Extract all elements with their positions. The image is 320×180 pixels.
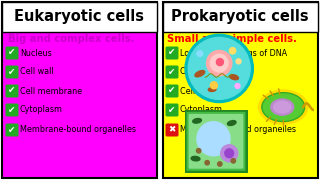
Bar: [163, 2, 318, 32]
Ellipse shape: [259, 90, 308, 124]
Ellipse shape: [197, 122, 230, 156]
Text: Prokaryotic cells: Prokaryotic cells: [171, 10, 309, 24]
Ellipse shape: [191, 156, 200, 161]
Ellipse shape: [262, 93, 305, 122]
Ellipse shape: [193, 118, 202, 123]
FancyBboxPatch shape: [165, 123, 179, 136]
Text: Membrane-bound organelles: Membrane-bound organelles: [20, 125, 136, 134]
Text: Cytoplasm: Cytoplasm: [20, 105, 63, 114]
Text: ✔: ✔: [8, 105, 16, 114]
Text: Small and simple cells.: Small and simple cells.: [167, 34, 297, 44]
Circle shape: [225, 149, 234, 158]
Ellipse shape: [229, 75, 238, 80]
Text: Cell membrane: Cell membrane: [20, 87, 82, 96]
Text: Cell membrane: Cell membrane: [180, 87, 242, 96]
Circle shape: [231, 159, 236, 163]
Text: ✔: ✔: [8, 87, 16, 96]
FancyBboxPatch shape: [5, 84, 19, 98]
Circle shape: [186, 35, 253, 102]
Text: ✔: ✔: [168, 105, 176, 114]
Text: ✔: ✔: [168, 87, 176, 96]
Circle shape: [216, 58, 223, 66]
Circle shape: [205, 161, 209, 165]
FancyBboxPatch shape: [5, 46, 19, 60]
FancyBboxPatch shape: [165, 103, 179, 116]
Text: Nucleus: Nucleus: [20, 48, 52, 57]
FancyBboxPatch shape: [5, 66, 19, 78]
Text: ✔: ✔: [8, 125, 16, 134]
Bar: [163, 2, 318, 178]
Text: Big and complex cells.: Big and complex cells.: [8, 34, 134, 44]
Ellipse shape: [263, 94, 303, 120]
Bar: [2, 2, 157, 178]
Ellipse shape: [195, 71, 205, 77]
Circle shape: [188, 37, 250, 99]
Text: Membrane-bound organelles: Membrane-bound organelles: [180, 125, 296, 134]
FancyBboxPatch shape: [165, 84, 179, 98]
FancyBboxPatch shape: [185, 110, 247, 172]
Circle shape: [196, 148, 201, 153]
Bar: [2, 2, 157, 32]
FancyBboxPatch shape: [165, 46, 179, 60]
Text: ✔: ✔: [8, 48, 16, 57]
Text: ✔: ✔: [8, 68, 16, 76]
Ellipse shape: [208, 87, 216, 91]
Text: ✔: ✔: [168, 48, 176, 57]
Circle shape: [218, 162, 222, 166]
FancyBboxPatch shape: [5, 103, 19, 116]
Text: ✔: ✔: [168, 68, 176, 76]
Ellipse shape: [274, 101, 291, 113]
Text: Cytoplasm: Cytoplasm: [180, 105, 223, 114]
Circle shape: [236, 59, 241, 64]
Circle shape: [197, 51, 203, 57]
FancyBboxPatch shape: [165, 66, 179, 78]
Text: Loop or small rings of DNA: Loop or small rings of DNA: [180, 48, 287, 57]
FancyBboxPatch shape: [188, 114, 244, 169]
Circle shape: [207, 51, 232, 75]
Circle shape: [229, 48, 236, 54]
Text: Cell wall: Cell wall: [20, 68, 54, 76]
FancyBboxPatch shape: [5, 123, 19, 136]
Circle shape: [211, 54, 228, 72]
Circle shape: [221, 145, 238, 162]
Text: Cell wall: Cell wall: [180, 68, 214, 76]
Circle shape: [211, 82, 218, 89]
Ellipse shape: [228, 121, 236, 125]
Text: ✖: ✖: [168, 125, 176, 134]
Text: Eukaryotic cells: Eukaryotic cells: [14, 10, 144, 24]
Ellipse shape: [271, 99, 294, 115]
Circle shape: [235, 84, 240, 88]
